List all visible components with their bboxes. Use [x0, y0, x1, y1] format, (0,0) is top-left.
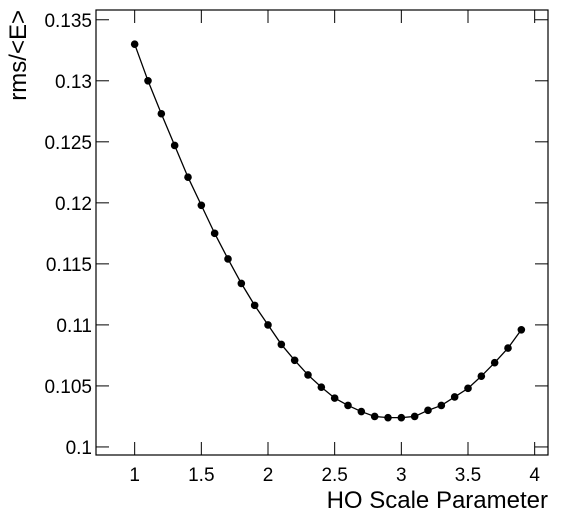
data-point — [517, 325, 526, 334]
data-point — [264, 321, 272, 329]
data-point — [304, 371, 312, 379]
data-point — [224, 255, 232, 263]
data-point — [330, 394, 339, 402]
data-point — [397, 413, 406, 422]
data-point — [237, 279, 246, 288]
data-point — [157, 109, 166, 118]
data-point — [290, 356, 299, 365]
data-point — [464, 384, 472, 393]
data-point — [370, 412, 379, 421]
data-point — [344, 401, 352, 410]
y-axis-title: rms/<E> — [5, 10, 32, 101]
series-line — [134, 43, 522, 419]
data-point — [504, 344, 512, 352]
data-point — [317, 383, 326, 391]
data-point — [477, 372, 486, 380]
data-point — [210, 229, 219, 238]
y-tick-label: 0.1 — [66, 438, 92, 459]
data-point — [277, 340, 286, 349]
y-tick-label: 0.12 — [55, 194, 92, 215]
x-tick-label: 3.5 — [455, 465, 481, 486]
data-point — [130, 40, 139, 48]
data-point — [197, 201, 206, 210]
y-tick-label: 0.125 — [44, 133, 92, 154]
y-tick-label: 0.105 — [44, 377, 92, 398]
data-point — [357, 407, 366, 416]
data-point — [424, 406, 432, 415]
y-tick-label: 0.11 — [56, 316, 92, 337]
y-tick-label: 0.13 — [55, 72, 92, 93]
data-point — [450, 393, 459, 401]
data-point — [410, 412, 419, 421]
x-tick-label: 4 — [529, 465, 540, 486]
x-tick-label: 1.5 — [188, 465, 214, 486]
data-point — [384, 413, 392, 422]
x-tick-label: 2.5 — [321, 465, 347, 486]
y-tick-label: 0.135 — [44, 11, 92, 32]
data-point — [490, 358, 499, 367]
data-point — [184, 173, 192, 182]
data-point — [170, 141, 179, 150]
data-point — [250, 301, 259, 310]
x-tick-label: 2 — [263, 465, 274, 486]
x-tick-label: 1 — [129, 465, 140, 486]
x-tick-label: 3 — [396, 465, 407, 486]
data-point — [437, 401, 446, 410]
data-point — [144, 76, 152, 85]
y-tick-label: 0.115 — [46, 255, 92, 276]
x-axis-title: HO Scale Parameter — [327, 487, 548, 514]
plot-frame — [95, 9, 549, 456]
